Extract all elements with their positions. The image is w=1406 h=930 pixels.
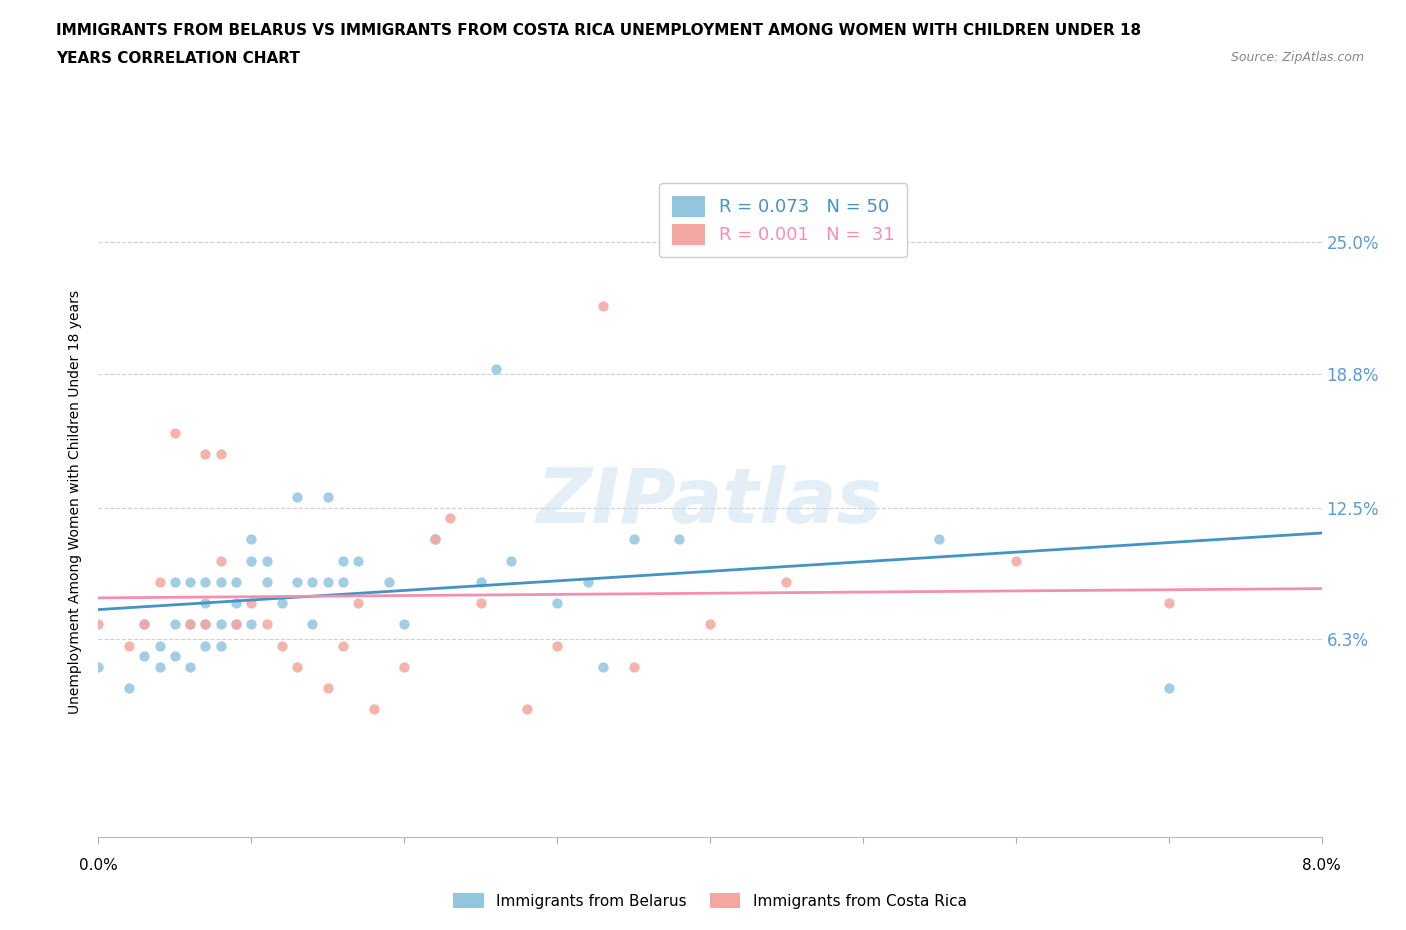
Point (699, 617, 721, 631)
Point (225, 596, 247, 611)
Point (316, 575, 339, 590)
Point (225, 617, 247, 631)
Point (285, 489, 308, 504)
Point (270, 638, 294, 653)
Point (423, 532, 446, 547)
Point (194, 617, 217, 631)
Point (301, 617, 323, 631)
Point (332, 575, 354, 590)
Point (149, 575, 172, 590)
Point (240, 617, 263, 631)
Point (134, 649, 156, 664)
Text: YEARS CORRELATION CHART: YEARS CORRELATION CHART (56, 51, 299, 66)
Point (240, 596, 263, 611)
Text: 8.0%: 8.0% (1302, 857, 1341, 872)
Point (1157, 681, 1180, 696)
Point (209, 575, 232, 590)
Text: Source: ZipAtlas.com: Source: ZipAtlas.com (1230, 51, 1364, 64)
Point (240, 532, 263, 547)
Point (256, 617, 278, 631)
Point (347, 596, 370, 611)
Point (285, 575, 308, 590)
Point (1004, 553, 1026, 568)
Point (209, 447, 232, 462)
Point (194, 575, 217, 590)
Point (485, 362, 508, 377)
Point (285, 659, 308, 674)
Point (392, 659, 416, 674)
Point (546, 638, 568, 653)
Point (423, 532, 446, 547)
Point (592, 659, 614, 674)
Point (209, 638, 232, 653)
Point (163, 649, 186, 664)
Point (179, 617, 201, 631)
Point (256, 553, 278, 568)
Point (256, 575, 278, 590)
Point (194, 596, 217, 611)
Text: 0.0%: 0.0% (79, 857, 118, 872)
Point (149, 638, 172, 653)
Text: IMMIGRANTS FROM BELARUS VS IMMIGRANTS FROM COSTA RICA UNEMPLOYMENT AMONG WOMEN W: IMMIGRANTS FROM BELARUS VS IMMIGRANTS FR… (56, 23, 1142, 38)
Point (179, 575, 201, 590)
Point (163, 617, 186, 631)
Point (194, 447, 217, 462)
Point (225, 617, 247, 631)
Point (378, 575, 401, 590)
Text: ZIPatlas: ZIPatlas (537, 465, 883, 539)
Point (87, 617, 110, 631)
Point (546, 596, 568, 611)
Point (179, 617, 201, 631)
Point (623, 659, 645, 674)
Point (209, 617, 232, 631)
Point (668, 532, 690, 547)
Point (163, 575, 186, 590)
Point (392, 617, 416, 631)
Y-axis label: Unemployment Among Women with Children Under 18 years: Unemployment Among Women with Children U… (69, 290, 83, 714)
Point (301, 575, 323, 590)
Point (501, 553, 523, 568)
Point (363, 702, 385, 717)
Point (332, 553, 354, 568)
Point (179, 659, 201, 674)
Point (194, 617, 217, 631)
Point (332, 638, 354, 653)
Point (240, 553, 263, 568)
Point (1157, 596, 1180, 611)
Point (209, 553, 232, 568)
Point (134, 617, 156, 631)
Legend: Immigrants from Belarus, Immigrants from Costa Rica: Immigrants from Belarus, Immigrants from… (446, 885, 974, 916)
Point (149, 659, 172, 674)
Point (194, 638, 217, 653)
Point (439, 511, 461, 525)
Point (316, 489, 339, 504)
Point (118, 681, 141, 696)
Point (592, 299, 614, 313)
Point (347, 553, 370, 568)
Point (470, 596, 492, 611)
Point (470, 575, 492, 590)
Point (270, 596, 294, 611)
Point (516, 702, 538, 717)
Point (576, 575, 599, 590)
Point (87, 659, 110, 674)
Point (775, 575, 797, 590)
Point (316, 681, 339, 696)
Point (163, 426, 186, 441)
Point (928, 532, 950, 547)
Point (225, 575, 247, 590)
Point (623, 532, 645, 547)
Point (118, 638, 141, 653)
Point (134, 617, 156, 631)
